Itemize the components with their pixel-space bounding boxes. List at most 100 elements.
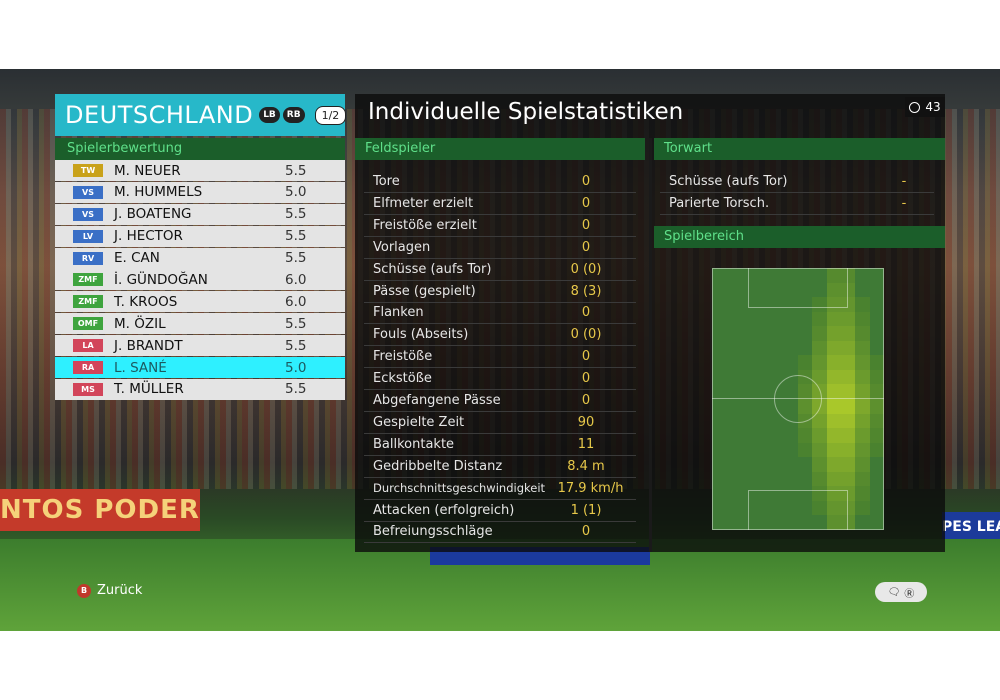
heatmap-cell	[826, 355, 841, 370]
stat-label: Befreiungsschläge	[373, 524, 493, 540]
player-rating: 5.0	[285, 359, 307, 376]
player-row[interactable]: LA J. BRANDT 5.5	[55, 335, 345, 357]
heatmap-cell	[812, 486, 827, 501]
stat-row: Attacken (erfolgreich) 1 (1)	[364, 500, 636, 522]
heatmap-cell	[826, 399, 841, 414]
heatmap-cell	[855, 340, 870, 356]
timer-value: 43	[925, 100, 941, 114]
stat-value: 0 (0)	[570, 261, 602, 277]
heatmap-cell	[841, 471, 856, 487]
heatmap-cell	[812, 311, 827, 327]
player-rating: 5.5	[285, 337, 307, 354]
heatmap-cell	[855, 457, 870, 472]
stat-label: Attacken (erfolgreich)	[373, 502, 515, 518]
player-row[interactable]: OMF M. ÖZIL 5.5	[55, 313, 345, 335]
stat-label: Ballkontakte	[373, 436, 455, 452]
heatmap-cell	[869, 399, 884, 414]
heatmap-cell	[855, 355, 870, 370]
stat-value: 8.4 m	[567, 458, 605, 474]
player-rating: 6.0	[285, 271, 307, 288]
stat-row: Flanken 0	[364, 302, 636, 325]
stat-label: Schüsse (aufs Tor)	[373, 261, 492, 277]
heatmap-cell	[826, 384, 841, 399]
heatmap-cell	[826, 282, 841, 298]
lb-button-icon[interactable]: LB	[259, 107, 280, 123]
keeper-stat-label: Parierte Torsch.	[669, 196, 770, 211]
player-row[interactable]: RA L. SANÉ 5.0	[55, 357, 345, 379]
player-row[interactable]: ZMF T. KROOS 6.0	[55, 291, 345, 313]
stat-row: Freistöße erzielt 0	[364, 215, 636, 237]
heatmap-cell	[855, 442, 870, 458]
back-button[interactable]: B Zurück	[77, 583, 142, 598]
ad-banner-right: PES LEAGUE	[942, 512, 1000, 542]
player-row[interactable]: LV J. HECTOR 5.5	[55, 225, 345, 247]
player-row[interactable]: VS M. HUMMELS 5.0	[55, 181, 345, 203]
controls-hint[interactable]: 🗨 Ⓡ	[875, 582, 927, 602]
stat-row: Freistöße 0	[364, 346, 636, 369]
player-rating: 5.5	[285, 250, 307, 267]
heatmap-cell	[798, 428, 813, 443]
stat-value: 90	[577, 414, 595, 430]
player-name: J. BOATENG	[114, 206, 192, 223]
heatmap-cell	[812, 471, 827, 487]
stat-row: Gespielte Zeit 90	[364, 412, 636, 434]
heatmap-cell	[841, 268, 856, 283]
heatmap-cell	[826, 457, 841, 472]
page-indicator: 1/2	[314, 105, 347, 125]
position-badge: TW	[73, 164, 103, 177]
heatmap-cell	[812, 369, 827, 385]
panel-divider	[649, 138, 652, 552]
heatmap-cell	[826, 428, 841, 443]
center-circle	[774, 375, 822, 423]
match-timer: 43	[905, 97, 945, 117]
player-rating: 5.5	[285, 228, 307, 245]
field-outline	[712, 268, 884, 530]
heatmap-cell	[826, 268, 841, 283]
stat-value: 0	[581, 349, 591, 365]
player-row[interactable]: VS J. BOATENG 5.5	[55, 203, 345, 225]
heatmap-cell	[855, 384, 870, 399]
stat-value: 0	[581, 239, 591, 255]
heatmap-cell	[826, 486, 841, 501]
heatmap-cell	[841, 384, 856, 399]
clock-icon	[909, 101, 921, 113]
position-badge: LV	[73, 229, 103, 243]
heatmap-cell	[841, 340, 856, 356]
heatmap-cell	[841, 442, 856, 458]
rating-header: Spielerbewertung	[55, 138, 345, 160]
heatmap-cell	[855, 428, 870, 443]
heatmap-cell	[855, 486, 870, 501]
heatmap-cell	[855, 399, 870, 414]
play-area-header: Spielbereich	[654, 226, 945, 248]
heatmap-cell	[855, 500, 870, 516]
heatmap-cell	[812, 428, 827, 443]
keeper-stat-row: Schüsse (aufs Tor) -	[660, 171, 934, 193]
back-label: Zurück	[97, 583, 143, 598]
player-name: M. HUMMELS	[114, 184, 203, 201]
player-name: E. CAN	[114, 250, 160, 267]
stat-row: Tore 0	[364, 171, 636, 193]
position-badge: RV	[73, 251, 103, 265]
stat-label: Gedribbelte Distanz	[373, 458, 503, 474]
keeper-stat-value: -	[901, 174, 907, 189]
player-rating: 5.5	[285, 381, 307, 398]
rb-button-icon[interactable]: RB	[282, 107, 305, 123]
player-name: M. NEUER	[114, 162, 181, 179]
heatmap-cell	[812, 442, 827, 458]
stat-value: 0	[581, 371, 591, 387]
heatmap-cell	[826, 297, 841, 312]
player-row[interactable]: MS T. MÜLLER 5.5	[55, 378, 345, 400]
stat-label: Vorlagen	[373, 239, 431, 255]
heatmap-cell	[826, 413, 841, 429]
stat-value: 0	[581, 217, 591, 233]
player-rating: 5.5	[285, 206, 307, 223]
heatmap-cell	[826, 311, 841, 327]
stat-row: Fouls (Abseits) 0 (0)	[364, 324, 636, 347]
keeper-stat-label: Schüsse (aufs Tor)	[669, 174, 788, 189]
stat-row: Gedribbelte Distanz 8.4 m	[364, 456, 636, 478]
player-row[interactable]: RV E. CAN 5.5	[55, 247, 345, 269]
heatmap-cell	[812, 500, 827, 516]
player-row[interactable]: TW M. NEUER 5.5	[55, 160, 345, 181]
heatmap-cell	[798, 442, 813, 458]
player-row[interactable]: ZMF İ. GÜNDOĞAN 6.0	[55, 269, 345, 291]
